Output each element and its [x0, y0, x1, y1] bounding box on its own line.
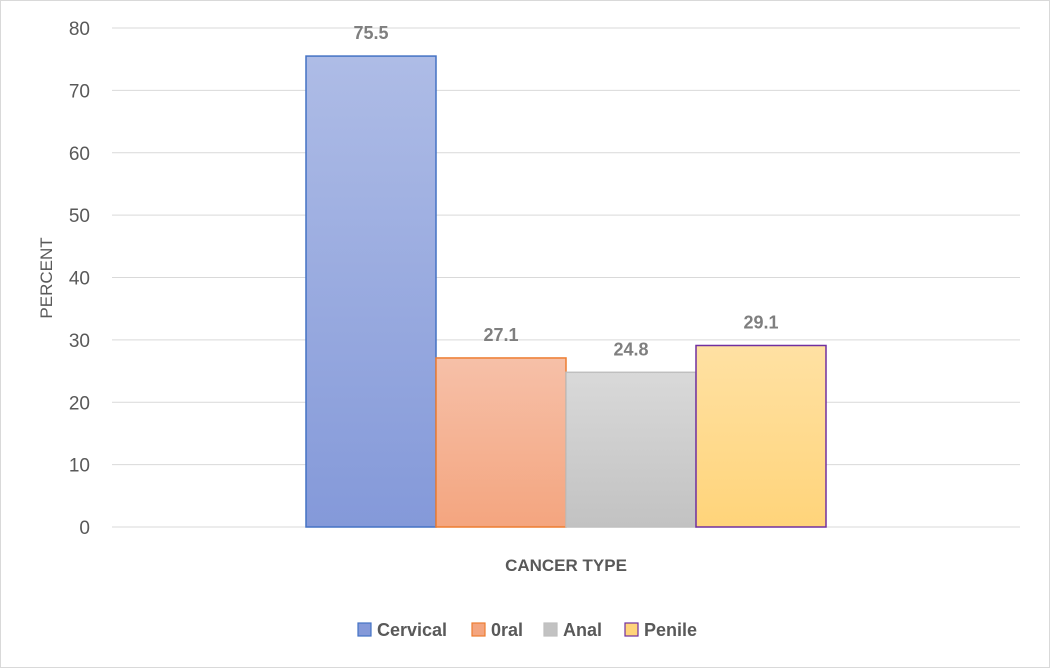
legend-label: Cervical — [377, 620, 447, 640]
bar-0ral — [435, 357, 567, 528]
y-tick-label: 0 — [79, 518, 90, 539]
y-tick-label: 10 — [69, 456, 90, 477]
y-axis-title: PERCENT — [37, 237, 56, 318]
bar-cervical — [305, 55, 437, 528]
y-tick-label: 30 — [69, 331, 90, 352]
y-tick-label: 80 — [69, 19, 90, 40]
y-tick-label: 50 — [69, 206, 90, 227]
bar-penile — [695, 344, 827, 528]
bar-anal — [565, 371, 697, 528]
bars — [305, 55, 827, 528]
data-label: 75.5 — [353, 23, 388, 43]
legend-label: 0ral — [491, 620, 523, 640]
y-tick-label: 40 — [69, 269, 90, 290]
y-tick-label: 60 — [69, 144, 90, 165]
y-tick-label: 70 — [69, 81, 90, 102]
data-label: 24.8 — [613, 339, 648, 359]
legend-swatch — [624, 622, 639, 637]
data-label: 27.1 — [483, 325, 518, 345]
data-label: 29.1 — [743, 312, 778, 332]
legend-label: Anal — [563, 620, 602, 640]
legend: Cervical 0ral Anal Penile — [357, 620, 697, 640]
x-axis-title: CANCER TYPE — [505, 556, 627, 575]
legend-swatch — [357, 622, 372, 637]
legend-swatch — [543, 622, 558, 637]
y-axis-ticks: 0 10 20 30 40 50 60 70 80 — [69, 19, 90, 539]
data-labels: 75.5 27.1 24.8 29.1 — [353, 23, 778, 359]
y-tick-label: 20 — [69, 393, 90, 414]
gridlines — [112, 27, 1020, 528]
legend-swatch — [471, 622, 486, 637]
legend-label: Penile — [644, 620, 697, 640]
